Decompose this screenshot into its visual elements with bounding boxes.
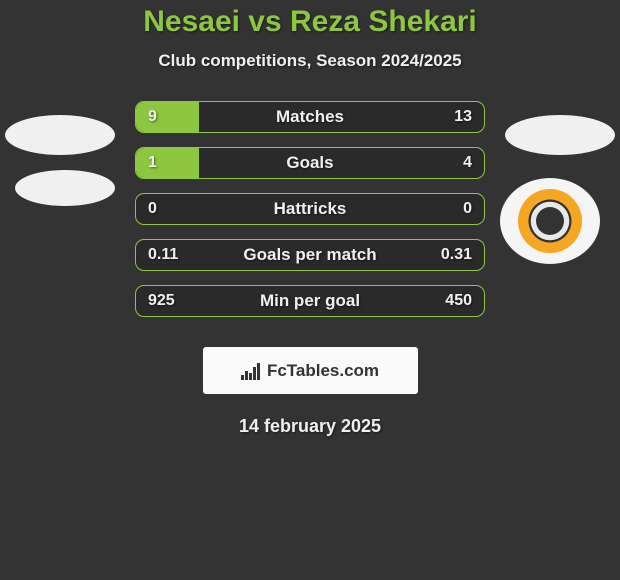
stats-area: 9 Matches 13 1 Goals 4 0 Hattricks 0 0.1… [135, 101, 485, 317]
team-badge-right [500, 178, 600, 264]
player-left-avatar-2 [15, 170, 115, 206]
stat-row-min-per-goal: 925 Min per goal 450 [135, 285, 485, 317]
stat-label: Goals [136, 148, 484, 178]
date-text: 14 february 2025 [0, 416, 620, 437]
page-title: Nesaei vs Reza Shekari [0, 5, 620, 39]
stat-label: Goals per match [136, 240, 484, 270]
branding-text: FcTables.com [267, 361, 379, 381]
subtitle: Club competitions, Season 2024/2025 [0, 51, 620, 71]
stat-row-goals: 1 Goals 4 [135, 147, 485, 179]
stat-value-right: 450 [445, 286, 472, 316]
stat-row-hattricks: 0 Hattricks 0 [135, 193, 485, 225]
stat-row-goals-per-match: 0.11 Goals per match 0.31 [135, 239, 485, 271]
stat-row-matches: 9 Matches 13 [135, 101, 485, 133]
stat-label: Hattricks [136, 194, 484, 224]
stat-value-right: 0.31 [441, 240, 472, 270]
stat-label: Min per goal [136, 286, 484, 316]
branding-box[interactable]: FcTables.com [203, 347, 418, 394]
team-badge-inner [518, 189, 582, 253]
stat-value-right: 13 [454, 102, 472, 132]
chart-icon [241, 362, 261, 380]
stat-value-right: 4 [463, 148, 472, 178]
player-left-avatar-1 [5, 115, 115, 155]
stat-label: Matches [136, 102, 484, 132]
player-right-avatar-1 [505, 115, 615, 155]
main-container: Nesaei vs Reza Shekari Club competitions… [0, 0, 620, 580]
stat-value-right: 0 [463, 194, 472, 224]
